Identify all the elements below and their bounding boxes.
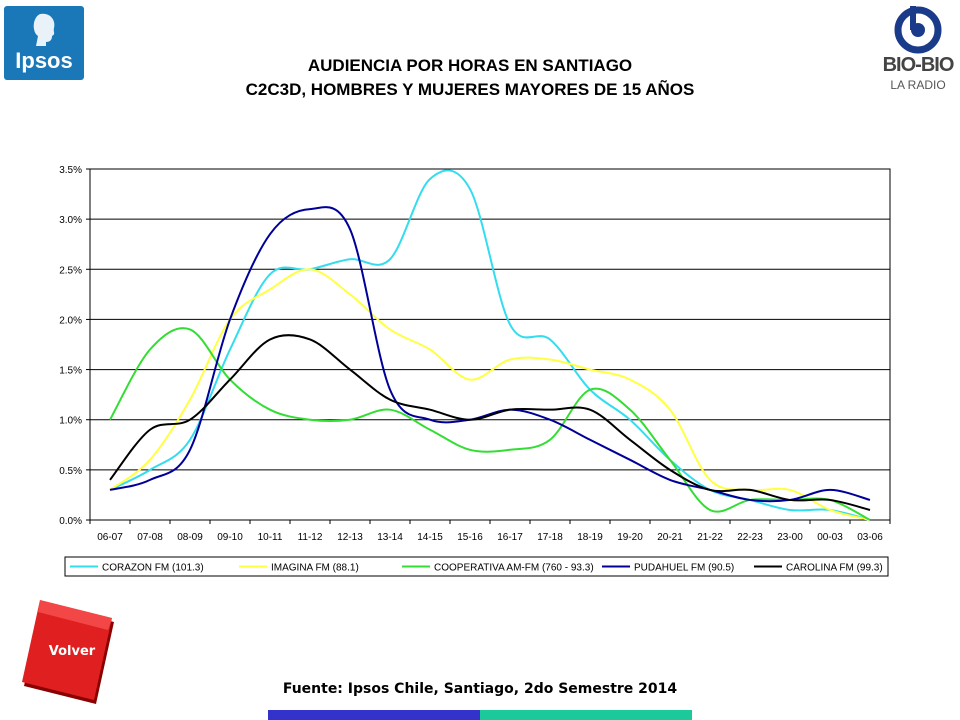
x-tick-label: 20-21 (657, 532, 683, 543)
footer-bar-blue (268, 710, 480, 720)
y-tick-label: 1.5% (59, 366, 82, 377)
biobio-logo-text: BIO-BIO (882, 54, 955, 76)
x-tick-label: 12-13 (337, 532, 363, 543)
x-tick-label: 13-14 (377, 532, 403, 543)
x-tick-label: 16-17 (497, 532, 523, 543)
chart-title-line-1: AUDIENCIA POR HORAS EN SANTIAGO (307, 56, 633, 75)
x-tick-label: 18-19 (577, 532, 603, 543)
x-tick-label: 06-07 (97, 532, 123, 543)
x-tick-label: 14-15 (417, 532, 443, 543)
x-tick-label: 07-08 (137, 532, 163, 543)
y-tick-label: 3.5% (59, 165, 82, 176)
biobio-logo: BIO-BIO LA RADIO (880, 4, 956, 100)
footer-bar-teal (480, 710, 692, 720)
legend-label: IMAGINA FM (88.1) (271, 563, 359, 574)
x-tick-label: 22-23 (737, 532, 763, 543)
biobio-logo-subtext: LA RADIO (890, 78, 946, 92)
x-tick-label: 23-00 (777, 532, 803, 543)
x-tick-label: 08-09 (177, 532, 203, 543)
volver-button[interactable]: Volver (20, 600, 120, 710)
volver-button-shape (22, 600, 114, 704)
legend-label: CAROLINA FM (99.3) (786, 563, 883, 574)
x-tick-label: 11-12 (298, 532, 323, 543)
ipsos-logo-text: Ipsos (15, 48, 73, 73)
x-tick-label: 21-22 (697, 532, 723, 543)
y-tick-label: 2.5% (59, 265, 82, 276)
legend-box (64, 556, 889, 577)
y-tick-label: 0.0% (59, 516, 82, 527)
legend-label: COOPERATIVA AM-FM (760 - 93.3) (434, 563, 594, 574)
x-tick-label: 17-18 (537, 532, 563, 543)
x-tick-label: 00-03 (817, 532, 843, 543)
legend-label: CORAZON FM (101.3) (102, 563, 204, 574)
volver-button-label: Volver (48, 644, 96, 659)
source-caption: Fuente: Ipsos Chile, Santiago, 2do Semes… (282, 681, 678, 697)
y-tick-label: 0.5% (59, 466, 82, 477)
chart-title-line-2: C2C3D, HOMBRES Y MUJERES MAYORES DE 15 A… (245, 80, 695, 99)
y-tick-label: 1.0% (59, 416, 82, 427)
x-tick-label: 19-20 (617, 532, 643, 543)
ipsos-logo: Ipsos (4, 6, 84, 80)
plot-area (89, 168, 891, 521)
y-tick-label: 2.0% (59, 315, 82, 326)
x-tick-label: 15-16 (457, 532, 483, 543)
ipsos-face-icon (33, 13, 55, 47)
x-tick-label: 09-10 (217, 532, 243, 543)
x-tick-label: 10-11 (258, 532, 283, 543)
legend-label: PUDAHUEL FM (90.5) (634, 563, 734, 574)
x-tick-label: 03-06 (857, 532, 883, 543)
biobio-radio-icon (894, 6, 942, 54)
y-tick-label: 3.0% (59, 215, 82, 226)
series-line-5 (109, 334, 871, 511)
